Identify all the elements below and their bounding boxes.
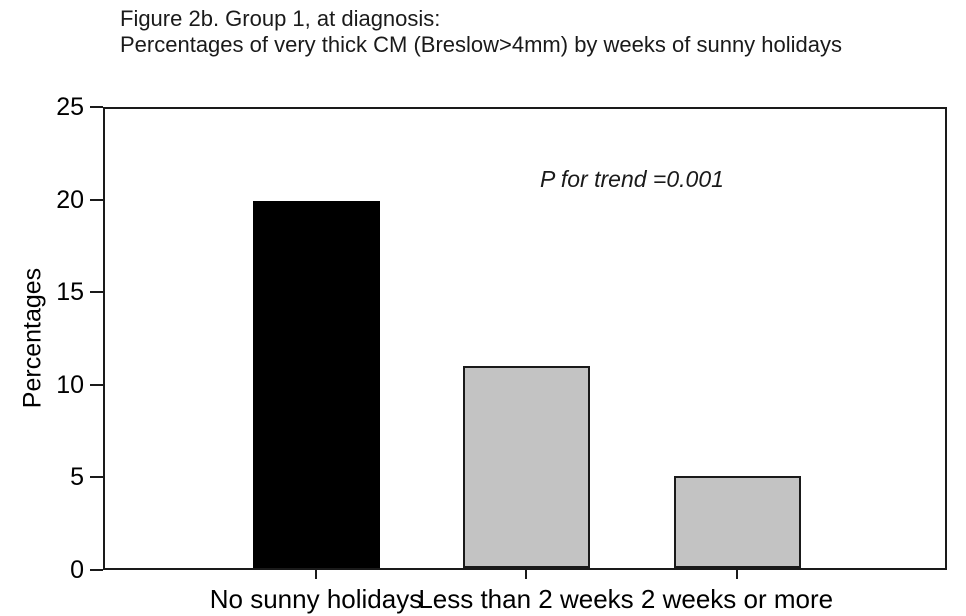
p-for-trend-annotation: P for trend =0.001: [540, 166, 724, 192]
y-tick-label-0: 0: [70, 556, 84, 584]
chart-title: Figure 2b. Group 1, at diagnosis: Percen…: [120, 6, 842, 58]
x-tick-label-2-weeks-or-more: 2 weeks or more: [640, 584, 834, 614]
x-tick-mark: [315, 570, 317, 579]
x-tick-mark: [736, 570, 738, 579]
chart-title-line1: Figure 2b. Group 1, at diagnosis:: [120, 6, 441, 31]
bar-2-weeks-or-more: [673, 476, 801, 568]
y-tick-label-5: 5: [70, 463, 84, 492]
x-tick-mark: [525, 570, 527, 579]
x-tick-label-less-than-2-weeks: Less than 2 weeks: [418, 584, 634, 614]
plot-inner: [105, 109, 945, 568]
y-tick-mark: [90, 476, 103, 479]
y-tick-label-20: 20: [56, 185, 84, 214]
y-tick-mark: [90, 291, 103, 294]
y-tick-label-15: 15: [56, 278, 84, 307]
bar-less-than-2-weeks: [462, 366, 590, 568]
bar-no-sunny-holidays: [252, 201, 380, 568]
y-tick-mark: [90, 569, 103, 571]
y-tick-mark: [90, 198, 103, 201]
chart-title-line2: Percentages of very thick CM (Breslow>4m…: [120, 32, 843, 57]
y-tick-mark: [90, 383, 103, 386]
y-tick-label-25: 25: [56, 93, 84, 121]
y-tick-mark: [90, 106, 103, 108]
y-tick-label-10: 10: [56, 370, 84, 399]
x-tick-label-no-sunny-holidays: No sunny holidays: [209, 584, 423, 614]
plot-area: [103, 107, 947, 570]
